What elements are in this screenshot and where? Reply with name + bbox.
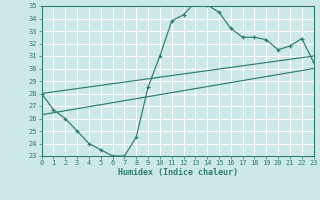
X-axis label: Humidex (Indice chaleur): Humidex (Indice chaleur) [118,168,237,177]
